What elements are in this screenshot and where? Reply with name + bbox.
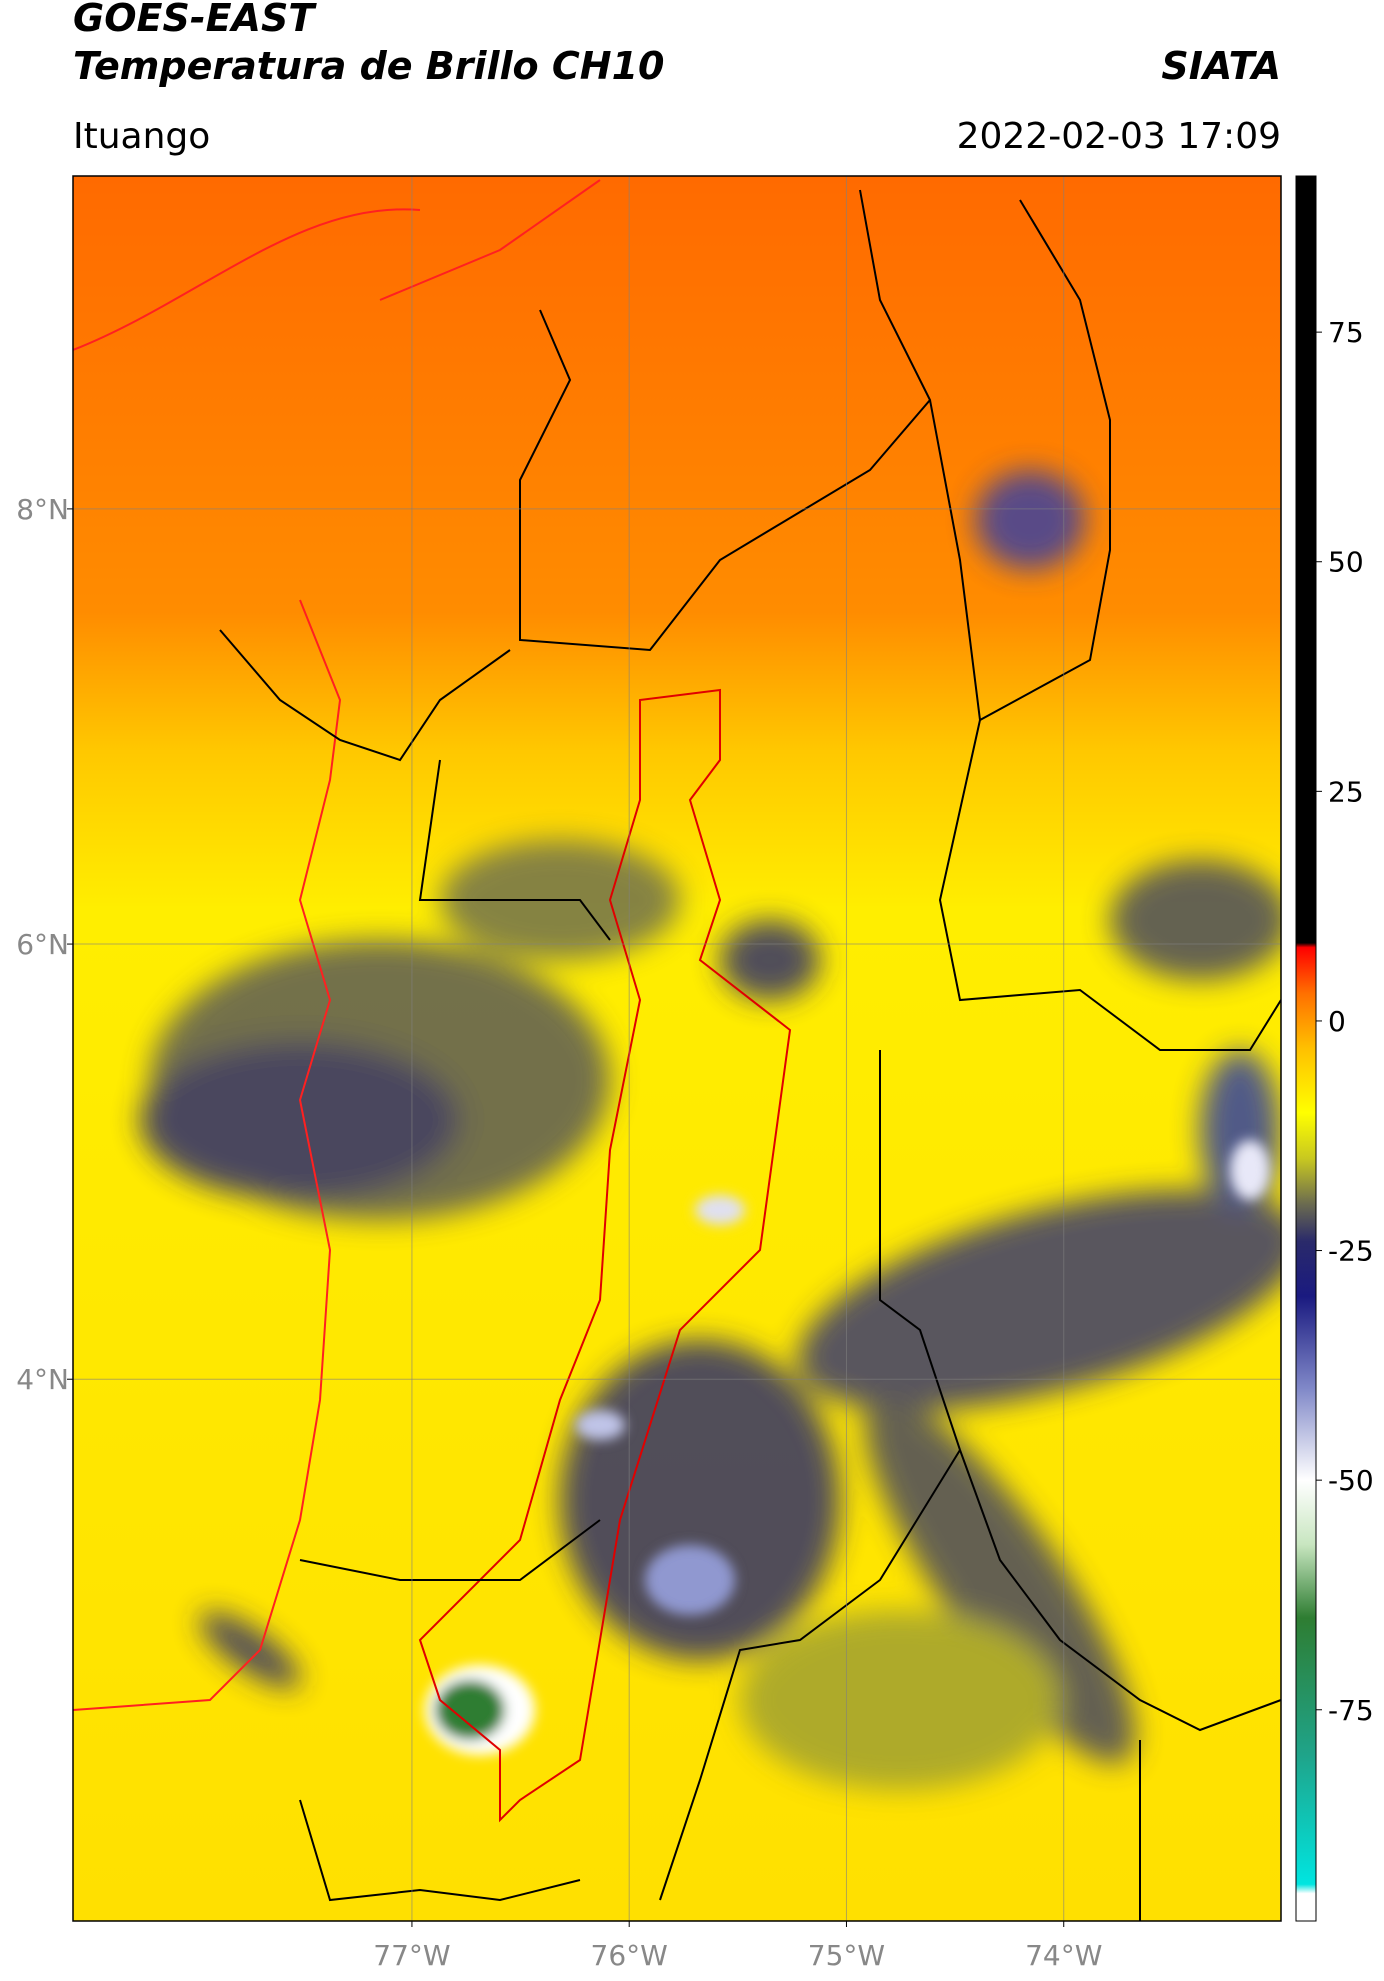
map-frame xyxy=(72,175,1282,1922)
colorbar-tick-label: -50 xyxy=(1328,1464,1374,1497)
colorbar xyxy=(1295,175,1317,1922)
x-tick-label: 76°W xyxy=(591,1939,668,1972)
y-tick-label: 6°N xyxy=(16,928,69,961)
colorbar-tick-label: 50 xyxy=(1328,546,1364,579)
clouds xyxy=(140,470,1281,1790)
title: GOES-EAST xyxy=(73,0,317,40)
source: SIATA xyxy=(1161,44,1281,88)
colorbar-tick-label: 0 xyxy=(1328,1005,1346,1038)
map xyxy=(73,176,1281,1921)
borders xyxy=(219,189,1281,1921)
subtitle: Temperatura de Brillo CH10 xyxy=(73,44,664,88)
region-outline xyxy=(418,688,792,1823)
y-tick-label: 8°N xyxy=(16,493,69,526)
cold-cores xyxy=(425,1140,1270,1755)
x-tick-label: 75°W xyxy=(808,1939,885,1972)
colorbar-tick-label: 25 xyxy=(1328,775,1364,808)
x-tick-label: 74°W xyxy=(1025,1939,1102,1972)
coastline xyxy=(73,179,601,1711)
x-tick-label: 77°W xyxy=(373,1939,450,1972)
colorbar-tick-label: 75 xyxy=(1328,316,1364,349)
grid xyxy=(73,176,1281,1921)
colorbar-tick-label: -75 xyxy=(1328,1694,1374,1727)
y-tick-label: 4°N xyxy=(16,1363,69,1396)
colorbar-tick-label: -25 xyxy=(1328,1235,1374,1268)
datetime: 2022-02-03 17:09 xyxy=(957,116,1281,157)
region: Ituango xyxy=(73,116,210,157)
